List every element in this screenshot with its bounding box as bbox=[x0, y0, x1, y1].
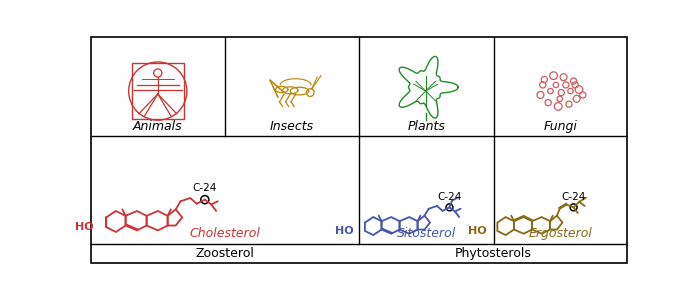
Text: HO: HO bbox=[468, 226, 486, 236]
Bar bbox=[132, 64, 184, 119]
Text: Phytosterols: Phytosterols bbox=[454, 247, 531, 260]
Text: HO: HO bbox=[75, 222, 93, 232]
Text: Ergosterol: Ergosterol bbox=[528, 227, 592, 240]
Text: Insects: Insects bbox=[270, 120, 314, 133]
Text: HO: HO bbox=[335, 226, 354, 236]
Text: C-24: C-24 bbox=[438, 192, 461, 202]
Text: Animals: Animals bbox=[133, 120, 183, 133]
Text: Cholesterol: Cholesterol bbox=[189, 227, 260, 240]
Text: Plants: Plants bbox=[407, 120, 445, 133]
Text: Fungi: Fungi bbox=[543, 120, 577, 133]
Text: Sitosterol: Sitosterol bbox=[396, 227, 456, 240]
Text: C-24: C-24 bbox=[561, 192, 586, 202]
Text: C-24: C-24 bbox=[193, 183, 217, 193]
Text: Zoosterol: Zoosterol bbox=[195, 247, 254, 260]
